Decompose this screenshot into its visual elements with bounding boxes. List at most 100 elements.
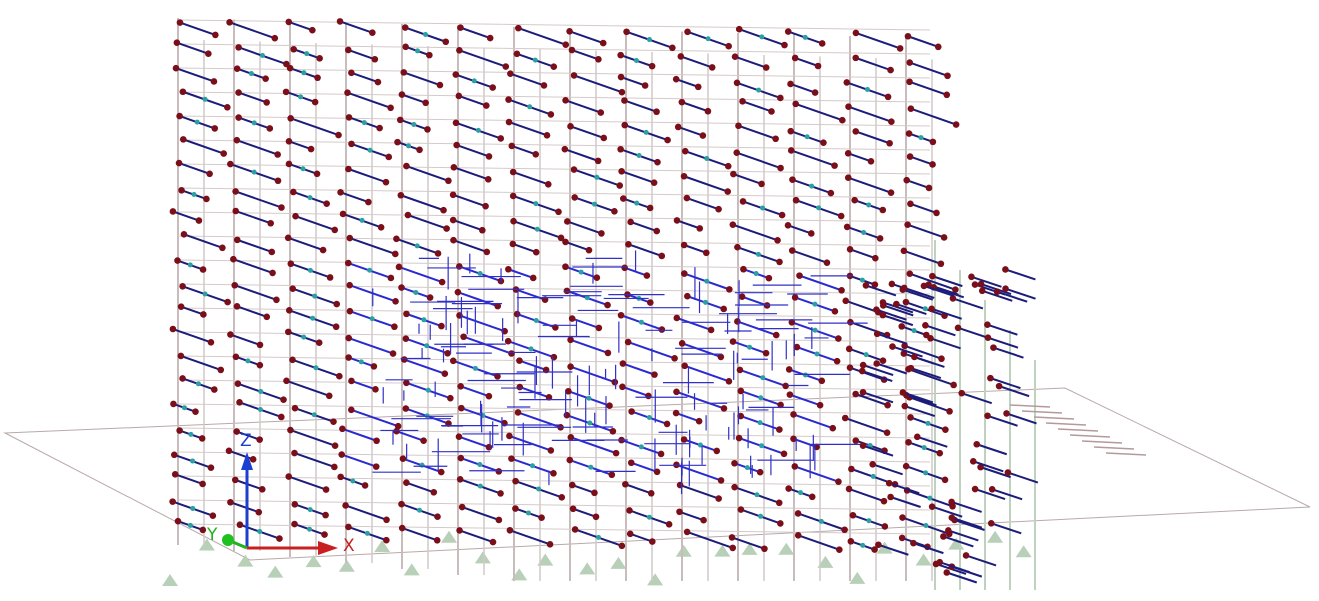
member bbox=[849, 489, 884, 501]
node bbox=[217, 367, 224, 374]
node bbox=[326, 392, 333, 399]
joint bbox=[477, 462, 482, 467]
node bbox=[458, 455, 465, 462]
joint bbox=[865, 87, 870, 92]
member bbox=[401, 195, 444, 210]
joint bbox=[759, 443, 764, 448]
member bbox=[631, 463, 657, 472]
member bbox=[291, 118, 339, 135]
joint bbox=[411, 122, 416, 127]
node bbox=[715, 206, 722, 213]
node bbox=[438, 323, 445, 330]
member bbox=[236, 191, 282, 207]
node bbox=[456, 433, 463, 440]
node bbox=[482, 203, 489, 210]
node bbox=[333, 323, 340, 330]
node bbox=[604, 302, 611, 309]
node bbox=[789, 176, 796, 183]
node bbox=[779, 212, 786, 219]
node bbox=[323, 200, 330, 207]
node bbox=[234, 303, 241, 310]
member bbox=[340, 21, 372, 32]
node bbox=[832, 308, 839, 315]
node bbox=[591, 490, 598, 497]
node bbox=[484, 249, 491, 256]
node bbox=[400, 455, 407, 462]
node bbox=[955, 325, 962, 332]
node bbox=[843, 79, 850, 86]
node bbox=[426, 52, 433, 59]
node bbox=[176, 160, 183, 167]
member bbox=[288, 238, 323, 250]
node bbox=[267, 220, 274, 227]
node bbox=[852, 128, 859, 135]
joint bbox=[644, 130, 649, 135]
joint bbox=[350, 479, 355, 484]
node bbox=[570, 505, 577, 512]
node bbox=[736, 435, 743, 442]
node bbox=[786, 366, 793, 373]
node bbox=[880, 357, 887, 364]
node bbox=[847, 319, 854, 326]
node bbox=[231, 282, 238, 289]
node bbox=[220, 150, 227, 157]
member bbox=[735, 57, 766, 68]
node bbox=[170, 326, 177, 333]
support bbox=[610, 557, 626, 569]
node bbox=[787, 391, 794, 398]
node bbox=[291, 521, 298, 528]
node bbox=[880, 312, 887, 319]
node bbox=[911, 354, 918, 361]
node bbox=[785, 485, 792, 492]
ground-marker bbox=[1058, 429, 1098, 431]
node bbox=[280, 396, 287, 403]
member bbox=[850, 322, 887, 335]
joint bbox=[758, 395, 763, 400]
node bbox=[740, 266, 747, 273]
node bbox=[696, 418, 703, 425]
joint bbox=[809, 184, 814, 189]
node bbox=[708, 327, 715, 334]
node bbox=[566, 457, 573, 464]
node bbox=[824, 259, 831, 266]
node bbox=[180, 136, 187, 143]
node bbox=[508, 350, 515, 357]
node bbox=[777, 95, 784, 102]
node bbox=[510, 193, 517, 200]
node bbox=[211, 78, 218, 85]
node bbox=[605, 350, 612, 357]
member bbox=[791, 150, 834, 165]
node bbox=[179, 375, 186, 382]
node bbox=[990, 344, 997, 351]
joint bbox=[704, 279, 709, 284]
node bbox=[383, 516, 390, 523]
node bbox=[398, 192, 405, 199]
node bbox=[989, 486, 996, 493]
member bbox=[628, 244, 661, 256]
node bbox=[516, 384, 523, 391]
member bbox=[676, 79, 698, 87]
node bbox=[879, 207, 886, 214]
node bbox=[450, 217, 457, 224]
node bbox=[729, 545, 736, 552]
x-label: X bbox=[343, 536, 355, 556]
node bbox=[734, 79, 741, 86]
member bbox=[903, 290, 933, 300]
node bbox=[877, 235, 884, 242]
node bbox=[594, 274, 601, 281]
joint bbox=[313, 365, 318, 370]
node bbox=[337, 474, 344, 481]
member bbox=[510, 530, 550, 544]
node bbox=[486, 153, 493, 160]
joint bbox=[759, 34, 764, 39]
node bbox=[936, 559, 943, 566]
node bbox=[1003, 410, 1010, 417]
node bbox=[538, 514, 545, 521]
member bbox=[571, 340, 608, 353]
member bbox=[911, 109, 956, 125]
node bbox=[174, 39, 181, 46]
node bbox=[715, 495, 722, 502]
member bbox=[229, 451, 253, 459]
node bbox=[888, 118, 895, 125]
joint bbox=[588, 465, 593, 470]
